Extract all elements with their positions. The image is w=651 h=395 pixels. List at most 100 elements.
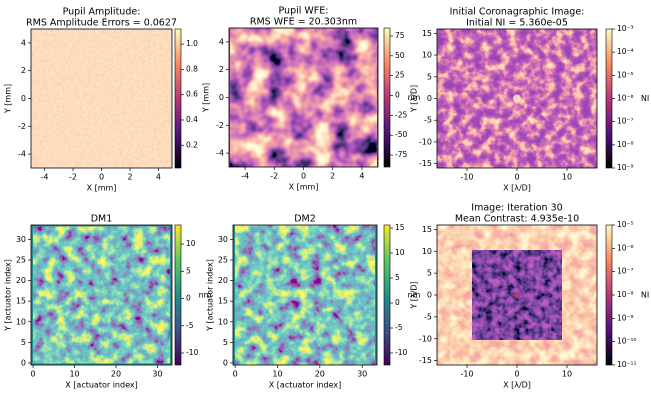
colorbar-tick-label: -10 [186,348,198,357]
dm [33,226,170,364]
x-tick-label: 0 [99,173,104,182]
x-axis-label: X [actuator index] [65,381,137,390]
y-axis-label: Y [mm] [4,84,13,114]
colorbar-tick-label: 10 [395,248,405,257]
x-tick-label: 0 [233,370,238,379]
y-tick-label: 0 [427,291,432,300]
x-tick-label: 30 [152,370,162,379]
x-tick-label: 30 [357,370,367,379]
colorbar-tick-label: 5 [186,266,191,275]
colorbar-label: NI [641,291,649,300]
colorbar-tick-label: 10⁻⁷ [617,117,634,126]
heatmap [233,225,377,365]
colorbar-tick-label: 50 [395,51,405,60]
y-tick-label: 30 [16,235,26,244]
y-tick-label: 25 [16,256,26,265]
x-tick-label: 10 [272,370,282,379]
core [513,94,521,103]
y-tick-label: -10 [419,334,432,343]
axes-frame [30,224,173,366]
y-tick-label: 20 [16,276,26,285]
y-tick-label: 15 [16,297,26,306]
colorbar-tick-label: 10⁻⁶ [617,243,634,252]
colorbar-label: nm [199,291,212,300]
colorbar-tick-label: -5 [186,321,194,330]
x-axis-label: X [mm] [289,183,319,192]
y-tick-label: -10 [419,137,432,146]
colorbar-tick-label: 10⁻⁹ [617,313,634,322]
y-tick-label: 30 [218,235,228,244]
heatmap [437,225,597,365]
y-tick-label: 10 [422,51,432,60]
heatmap [437,29,597,168]
colorbar [383,27,391,168]
y-tick-label: 15 [422,225,432,234]
colorbar-tick-label: 10⁻³ [617,24,634,33]
x-axis-label: X [λ/D] [503,184,531,193]
y-tick-label: 5 [427,72,432,81]
x-tick-label: 10 [562,370,572,379]
y-tick-label: 15 [422,29,432,38]
y-tick-label: -5 [424,312,432,321]
colorbar-tick-label: 25 [395,71,405,80]
pupil [230,28,377,167]
core [514,292,520,298]
title: DM1 [91,214,113,225]
colorbar-tick-label: 5 [395,273,400,282]
y-tick-label: 10 [218,317,228,326]
colorbar-tick-label: 10⁻⁶ [617,94,634,103]
x-tick-label: -10 [460,370,473,379]
y-tick-label: 0 [21,94,26,103]
x-tick-label: -4 [241,172,249,181]
colorbar-tick-label: 10⁻⁵ [617,70,634,79]
y-tick-label: -5 [424,116,432,125]
colorbar-tick-label: 0 [186,294,191,303]
y-tick-label: 10 [16,317,26,326]
colorbar-tick-label: 0.6 [186,90,198,99]
colorbar-tick-label: -10 [395,348,407,357]
colorbar-tick-label: -50 [395,130,407,139]
colorbar-tick-label: 0.2 [186,140,198,149]
y-tick-label: 2 [21,66,26,75]
dm [235,225,375,365]
colorbar-tick-label: 0.8 [186,64,198,73]
y-tick-label: 10 [422,247,432,256]
title: Mean Contrast: 4.935e-10 [455,214,579,225]
y-axis-label: Y [actuator index] [206,259,215,332]
axes-frame [232,224,378,366]
x-tick-label: 20 [315,370,325,379]
y-tick-label: 5 [223,338,228,347]
colorbar-tick-label: 10⁻¹¹ [617,360,637,369]
y-tick-label: 0 [219,93,224,102]
x-tick-label: 4 [359,172,364,181]
x-tick-label: 0 [514,173,519,182]
y-tick-label: 0 [427,94,432,103]
colorbar-tick-label: 0.4 [186,115,198,124]
colorbar [605,28,613,169]
colorbar-tick-label: 10 [186,239,196,248]
x-tick-label: -10 [460,173,473,182]
colorbar [174,28,182,169]
colorbar [605,224,613,366]
x-axis-label: X [mm] [87,184,117,193]
x-tick-label: 0 [301,172,306,181]
y-tick-label: 4 [219,37,224,46]
colorbar-tick-label: 10⁻⁴ [617,47,634,56]
x-tick-label: 2 [127,173,132,182]
y-tick-label: 5 [427,269,432,278]
colorbar-label: NI [641,94,649,103]
x-tick-label: 4 [156,173,161,182]
colorbar-tick-label: 75 [395,31,405,40]
colorbar [383,224,391,366]
y-axis-label: Y [λ/D] [410,85,419,113]
colorbar-tick-label: -25 [395,110,407,119]
x-tick-label: 0 [31,370,36,379]
y-tick-label: -4 [18,150,26,159]
title: DM2 [294,214,316,225]
x-tick-label: 10 [69,370,79,379]
heatmap [31,29,172,168]
x-tick-label: 20 [111,370,121,379]
title: RMS Amplitude Errors = 0.0627 [26,18,177,29]
y-tick-label: -15 [419,159,432,168]
colorbar-tick-label: -5 [395,323,403,332]
